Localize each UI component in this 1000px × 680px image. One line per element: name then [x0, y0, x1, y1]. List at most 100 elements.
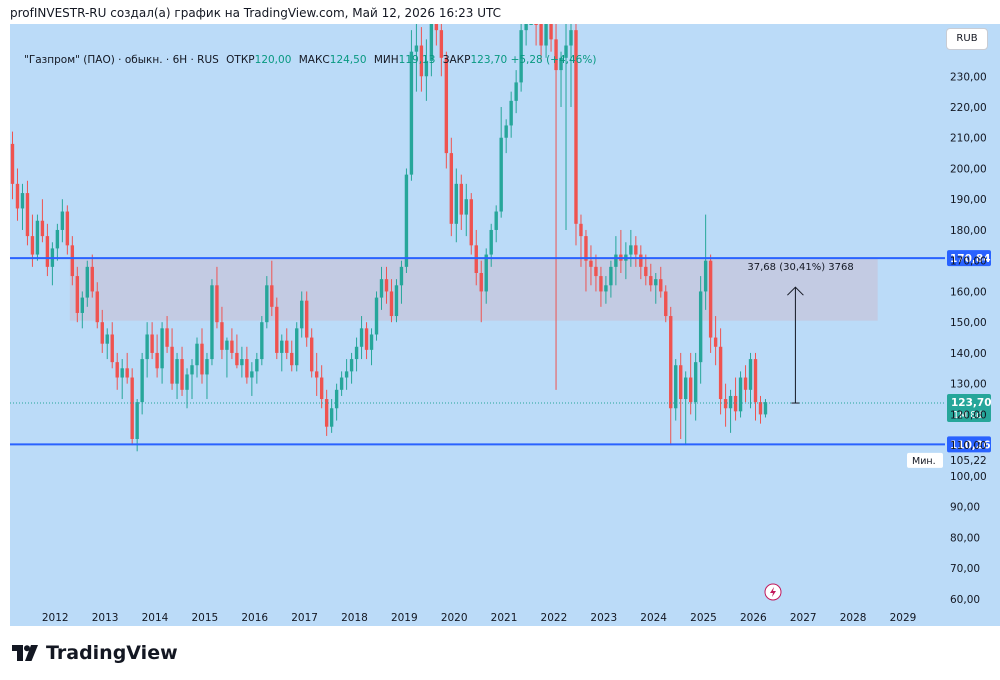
candle-up[interactable]	[280, 340, 284, 353]
candle-down[interactable]	[469, 199, 473, 246]
candle-down[interactable]	[314, 371, 319, 378]
candle-down[interactable]	[319, 377, 324, 400]
candle-up[interactable]	[544, 24, 548, 46]
candle-up[interactable]	[748, 359, 753, 390]
candle-down[interactable]	[90, 266, 94, 292]
candle-down[interactable]	[634, 245, 638, 255]
candle-down[interactable]	[474, 245, 478, 273]
candle-up[interactable]	[135, 402, 139, 439]
candle-up[interactable]	[738, 377, 743, 412]
candle-up[interactable]	[105, 334, 109, 344]
candle-up[interactable]	[145, 334, 149, 360]
candle-up[interactable]	[529, 24, 533, 25]
candle-up[interactable]	[300, 300, 304, 329]
currency-button[interactable]: RUB	[946, 28, 988, 50]
candle-up[interactable]	[354, 346, 359, 360]
candle-down[interactable]	[40, 220, 45, 237]
candle-down[interactable]	[718, 346, 723, 400]
candle-down[interactable]	[439, 30, 444, 58]
candle-down[interactable]	[285, 340, 289, 353]
candle-up[interactable]	[499, 137, 503, 212]
candle-up[interactable]	[489, 229, 493, 255]
candle-down[interactable]	[270, 285, 274, 307]
candle-up[interactable]	[265, 285, 269, 323]
candle-up[interactable]	[454, 183, 459, 224]
candle-up[interactable]	[60, 211, 65, 230]
candle-up[interactable]	[240, 359, 244, 366]
candle-up[interactable]	[225, 340, 229, 350]
candle-down[interactable]	[419, 45, 424, 77]
candle-up[interactable]	[559, 57, 563, 71]
range-zone[interactable]	[69, 258, 878, 321]
candle-down[interactable]	[230, 340, 234, 353]
candle-down[interactable]	[599, 276, 603, 292]
candle-up[interactable]	[604, 285, 608, 292]
candle-up[interactable]	[205, 359, 209, 375]
candle-up[interactable]	[85, 266, 89, 298]
candle-down[interactable]	[389, 291, 394, 317]
candle-down[interactable]	[30, 236, 35, 255]
candle-up[interactable]	[414, 45, 419, 52]
candle-down[interactable]	[664, 291, 668, 317]
candle-up[interactable]	[190, 365, 194, 375]
candle-down[interactable]	[290, 352, 294, 366]
candle-down[interactable]	[155, 352, 159, 369]
candle-up[interactable]	[35, 220, 40, 255]
candle-down[interactable]	[45, 236, 50, 267]
candle-up[interactable]	[210, 285, 214, 360]
candle-down[interactable]	[25, 193, 30, 237]
candle-down[interactable]	[589, 260, 593, 267]
candle-down[interactable]	[758, 402, 763, 415]
candle-up[interactable]	[295, 328, 299, 366]
candle-down[interactable]	[713, 337, 718, 347]
candle-down[interactable]	[324, 399, 329, 427]
candle-down[interactable]	[10, 143, 15, 184]
candle-up[interactable]	[654, 279, 658, 286]
candle-up[interactable]	[484, 254, 488, 292]
candle-down[interactable]	[649, 276, 653, 286]
candle-down[interactable]	[669, 316, 673, 409]
candle-up[interactable]	[160, 328, 164, 369]
candle-up[interactable]	[349, 359, 354, 372]
candle-up[interactable]	[564, 45, 568, 58]
candle-down[interactable]	[434, 24, 439, 31]
candle-up[interactable]	[175, 359, 179, 384]
candle-down[interactable]	[708, 260, 713, 338]
candle-down[interactable]	[534, 24, 538, 25]
candle-up[interactable]	[509, 100, 513, 126]
candle-up[interactable]	[260, 322, 264, 360]
candle-down[interactable]	[75, 276, 80, 313]
candle-up[interactable]	[339, 377, 344, 390]
candle-down[interactable]	[110, 334, 114, 363]
candle-down[interactable]	[309, 337, 314, 372]
candle-down[interactable]	[15, 183, 20, 209]
candle-down[interactable]	[644, 266, 648, 277]
candle-down[interactable]	[574, 30, 578, 224]
candle-up[interactable]	[674, 365, 678, 409]
candle-down[interactable]	[245, 359, 249, 378]
candle-up[interactable]	[763, 402, 768, 415]
candle-down[interactable]	[459, 183, 463, 215]
candle-down[interactable]	[679, 365, 683, 400]
candle-up[interactable]	[524, 24, 528, 31]
candle-up[interactable]	[140, 359, 144, 403]
candle-up[interactable]	[728, 395, 733, 409]
candle-up[interactable]	[255, 359, 259, 372]
candle-down[interactable]	[688, 377, 693, 403]
candle-up[interactable]	[80, 297, 85, 313]
candle-up[interactable]	[409, 51, 414, 175]
candle-up[interactable]	[683, 377, 688, 400]
candle-up[interactable]	[693, 362, 698, 403]
candle-down[interactable]	[100, 322, 104, 344]
candle-down[interactable]	[95, 291, 99, 323]
candle-up[interactable]	[429, 24, 434, 61]
candle-up[interactable]	[250, 371, 254, 378]
candle-up[interactable]	[703, 260, 708, 292]
candle-down[interactable]	[200, 343, 204, 375]
candle-down[interactable]	[115, 362, 119, 378]
candle-up[interactable]	[698, 291, 703, 363]
candle-up[interactable]	[379, 279, 384, 298]
candle-down[interactable]	[594, 266, 598, 277]
candle-down[interactable]	[70, 245, 75, 277]
candle-up[interactable]	[504, 125, 508, 138]
